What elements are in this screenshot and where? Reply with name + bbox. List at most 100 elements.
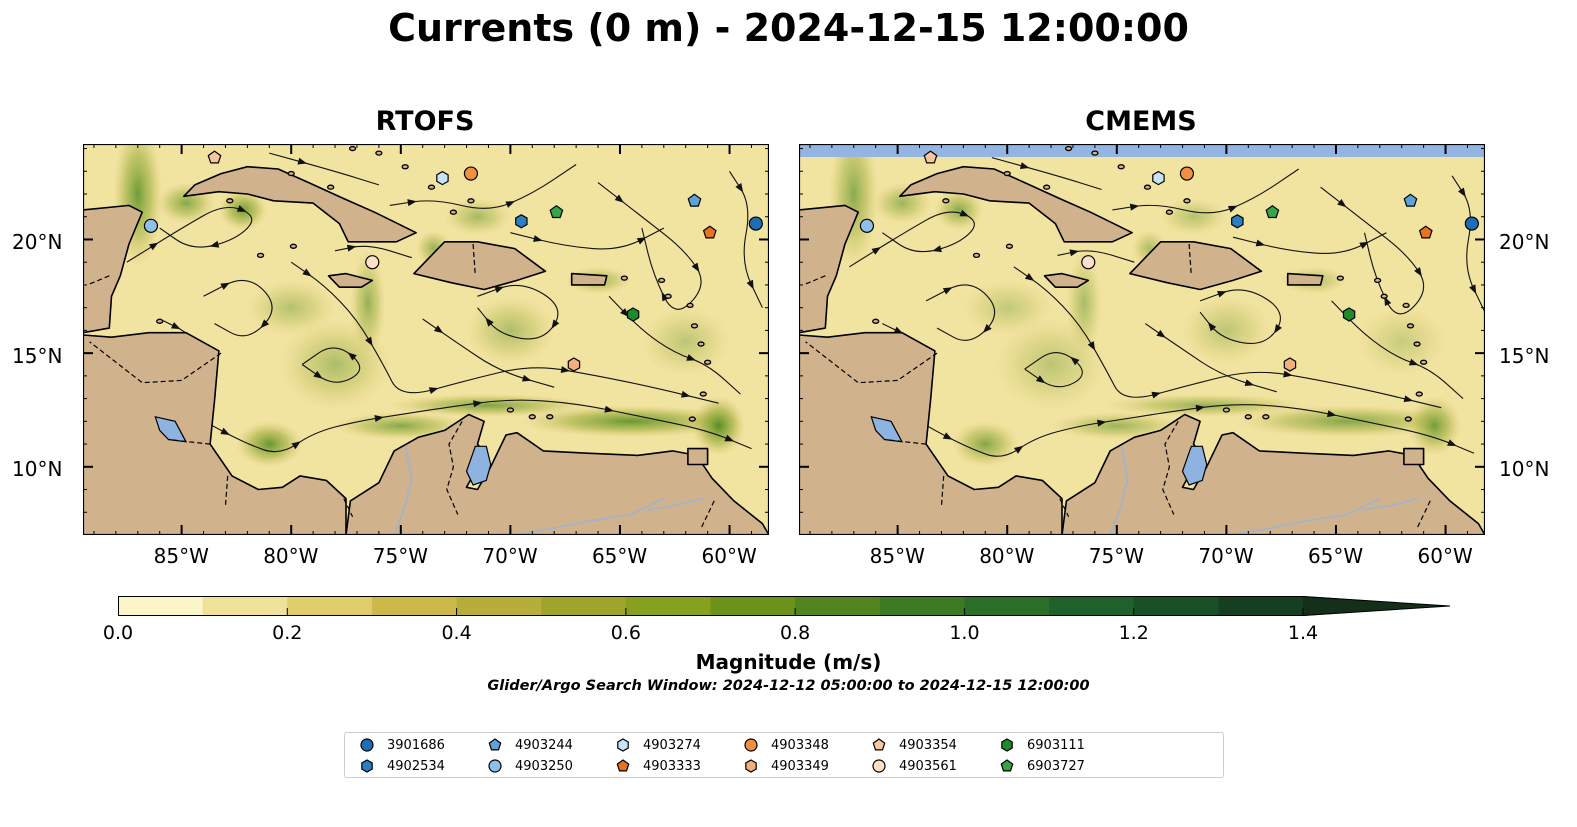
country-border [472,243,476,276]
legend-label: 4903274 [643,737,701,753]
streamline-arrow [1087,341,1096,351]
streamline-arrow [604,405,614,413]
colorbar-segment [1133,596,1219,616]
streamline-arrow [620,308,629,317]
streamline-arrow [433,325,444,334]
colorbar-tick-label: 1.4 [1287,622,1319,644]
current-magnitude-patch [1105,394,1304,417]
streamline-arrow [302,268,312,277]
small-island [375,150,383,156]
streamline-arrow [347,352,357,361]
legend-item-6903111: 6903111 [999,737,1085,753]
streamline-arrow [614,194,624,203]
legend-item-4903354: 4903354 [871,737,957,753]
legend-item-3901686: 3901686 [359,737,445,753]
legend-marker [872,759,886,773]
legend-label: 4903348 [771,737,829,753]
legend-marker [616,759,630,772]
streamline-arrow [313,370,323,379]
streamline-arrow [959,209,970,217]
float-marker-6903727 [549,204,564,219]
lon-tick-label: 70°W [1198,544,1254,568]
streamline-arrow [560,366,571,373]
float-marker-4903348 [463,166,479,181]
small-island [872,318,880,324]
legend-marker-4902534 [361,759,373,773]
legend-item-4903348: 4903348 [743,737,829,753]
legend-item-4903349: 4903349 [743,758,829,774]
small-island [1183,198,1191,204]
country-border [940,475,945,506]
float-marker-4903333 [1418,225,1433,239]
streamline [1451,175,1485,313]
streamline-arrow [485,317,494,327]
float-marker-4903244 [687,193,702,207]
search-window-note: Glider/Argo Search Window: 2024-12-12 05… [487,678,1090,694]
colorbar-tick-label: 1.0 [949,622,980,644]
lon-tick-label: 80°W [979,544,1035,568]
legend-marker [361,759,373,773]
lat-tick-left-10: 10°N [12,457,63,481]
colorbar-segment [879,596,965,616]
small-island [657,277,666,284]
streamline-arrow [724,434,735,442]
legend-marker-4903349 [745,759,757,773]
lon-tick-label: 80°W [263,544,319,568]
lon-tick-label: 60°W [701,544,757,568]
lon-tick-label: 60°W [1417,544,1473,568]
lat-tick-right-10: 10°N [1499,457,1550,481]
lake [1181,445,1208,486]
current-magnitude-patch [466,296,555,365]
streamline [510,227,665,250]
colorbar-label: Magnitude (m/s) [695,650,882,674]
streamline-arrow [1408,358,1419,366]
small-island [506,407,515,413]
streamline-arrow [746,279,754,290]
small-island [703,359,712,365]
colorbar-segment [1049,596,1135,616]
land-hispaniola [1129,241,1263,291]
small-island [1005,243,1014,249]
small-island [287,170,295,177]
streamline-arrow [1326,410,1337,418]
legend-label: 4903561 [899,758,957,774]
legend-marker [872,738,886,751]
streamline-arrow [686,354,696,361]
country-border [224,475,229,506]
streamline-arrow [521,374,532,382]
float-marker-4903250 [143,218,159,233]
land-yucatan [799,204,859,334]
small-island [688,416,696,422]
streamline [389,164,577,209]
streamline-arrow [1207,322,1217,332]
panel-title-cmems: CMEMS [1085,106,1197,137]
current-magnitude-patch [280,319,390,410]
streamline-arrow [735,183,744,193]
streamline-arrow [1283,370,1293,378]
country-border [1162,420,1179,515]
country-border [89,341,222,384]
lon-tick-label: 85°W [153,544,209,568]
legend-marker [1001,738,1013,752]
legend-marker-4903348 [744,738,758,752]
streamline-arrow [1097,419,1107,427]
small-island [1244,414,1252,420]
legend-item-4903561: 4903561 [871,758,957,774]
current-magnitude-patch [1357,307,1446,376]
small-island [1336,275,1344,281]
small-island [467,198,475,204]
colorbar-segment [371,596,457,616]
colorbar-segment [795,596,881,616]
current-magnitude-patch [641,307,730,376]
streamline-arrow [1274,324,1282,334]
small-island [686,302,694,309]
small-island [1064,145,1073,152]
current-magnitude-patch [521,405,741,438]
colorbar-tick-label: 0.6 [610,622,641,644]
land-central-america [83,331,347,535]
current-magnitude-patch [692,396,745,456]
colorbar-extend-arrow [1303,596,1450,616]
streamline-arrow [260,319,270,329]
land-cuba [899,165,1133,243]
river [646,497,704,511]
